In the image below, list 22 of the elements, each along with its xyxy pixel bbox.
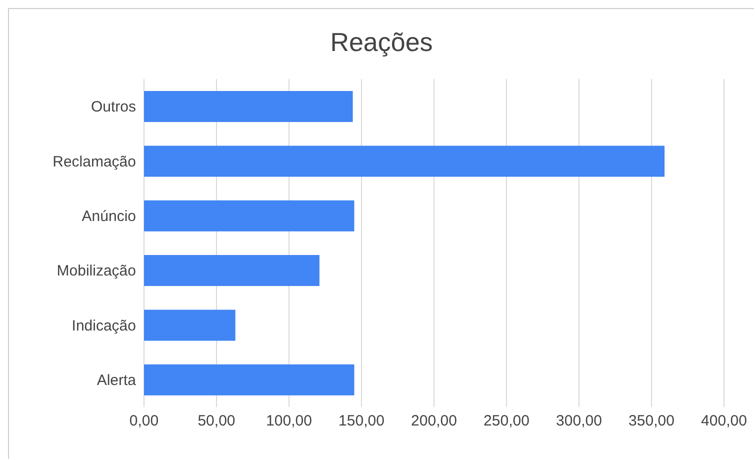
x-tick-label: 150,00 [338,412,384,430]
x-tick-label: 250,00 [484,412,530,430]
bar [144,310,236,341]
y-tick-label: Alerta [96,372,137,389]
x-tick-label: 50,00 [198,412,236,430]
x-tick-label: 300,00 [556,412,602,430]
x-tick-label: 400,00 [701,412,747,430]
chart-title: Reações [329,27,434,58]
bar [144,255,320,286]
x-tick-label: 200,00 [411,412,457,430]
x-tick-label: 350,00 [628,412,674,430]
y-tick-label: Anúncio [82,208,136,225]
y-tick-label: Reclamação [52,153,136,170]
y-tick-label: Indicação [72,317,136,334]
bar [144,364,354,396]
bar [144,200,354,232]
y-tick-label: Outros [90,98,136,116]
x-tick-label: 0,00 [129,412,159,430]
y-tick-label: Mobilização [56,262,136,280]
bar [144,146,665,177]
x-tick-label: 100,00 [266,412,312,430]
bar [144,91,353,122]
